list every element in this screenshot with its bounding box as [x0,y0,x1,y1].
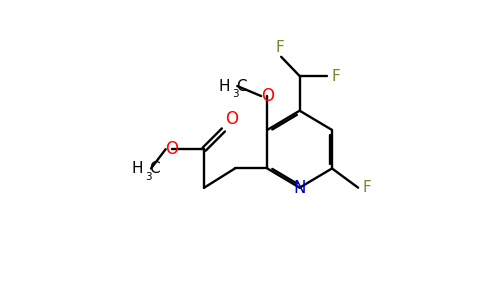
Text: O: O [261,87,274,105]
Text: N: N [293,179,306,197]
Text: F: F [275,40,284,55]
Text: H: H [218,79,229,94]
Text: C: C [150,161,160,176]
Text: F: F [362,180,371,195]
Text: C: C [236,79,246,94]
Text: H: H [132,161,143,176]
Text: F: F [331,68,340,83]
Text: O: O [166,140,178,158]
Text: 3: 3 [232,89,239,99]
Text: 3: 3 [146,172,152,182]
Text: O: O [225,110,238,128]
